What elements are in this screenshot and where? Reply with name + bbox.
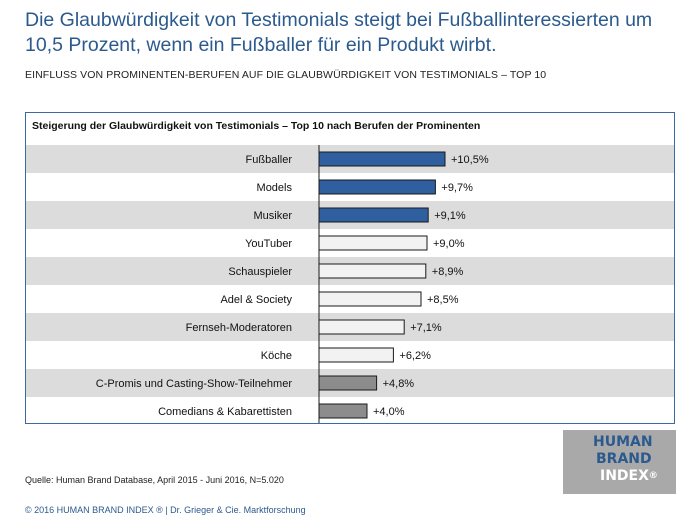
- source-note: Quelle: Human Brand Database, April 2015…: [25, 475, 284, 485]
- bar: [318, 207, 429, 223]
- bar: [318, 179, 436, 195]
- value-label: +9,0%: [433, 238, 465, 250]
- bar: [318, 291, 422, 307]
- subheadline: EINFLUSS VON PROMINENTEN-BERUFEN AUF DIE…: [25, 69, 547, 81]
- value-label: +9,1%: [434, 210, 466, 222]
- category-label: Musiker: [253, 210, 292, 222]
- category-label: Comedians & Kabarettisten: [158, 406, 292, 418]
- value-label: +8,5%: [427, 294, 459, 306]
- category-label: Fußballer: [246, 154, 293, 166]
- value-label: +9,7%: [441, 182, 473, 194]
- bar: [318, 375, 378, 391]
- logo-line-3-text: INDEX: [600, 468, 649, 484]
- value-label: +8,9%: [432, 266, 464, 278]
- bar: [318, 263, 427, 279]
- value-label: +4,0%: [373, 406, 405, 418]
- logo-line-1: HUMAN: [593, 434, 653, 450]
- value-label: +7,1%: [410, 322, 442, 334]
- category-label: Models: [257, 182, 293, 194]
- value-label: +10,5%: [451, 154, 489, 166]
- chart-frame: Steigerung der Glaubwürdigkeit von Testi…: [25, 112, 675, 424]
- category-label: Adel & Society: [220, 294, 292, 306]
- category-label: Köche: [261, 350, 292, 362]
- category-label: C-Promis und Casting-Show-Teilnehmer: [96, 378, 293, 390]
- logo-line-2: BRAND: [596, 451, 652, 467]
- chart-title: Steigerung der Glaubwürdigkeit von Testi…: [32, 120, 480, 132]
- logo-registered-mark: ®: [648, 471, 658, 481]
- value-label: +4,8%: [383, 378, 415, 390]
- bar-chart: Steigerung der Glaubwürdigkeit von Testi…: [26, 120, 674, 423]
- bar: [318, 235, 428, 251]
- headline: Die Glaubwürdigkeit von Testimonials ste…: [25, 9, 653, 56]
- category-label: YouTuber: [245, 238, 292, 250]
- bar: [318, 319, 405, 335]
- category-label: Schauspieler: [228, 266, 292, 278]
- value-label: +6,2%: [399, 350, 431, 362]
- human-brand-index-logo: HUMAN BRAND INDEX®: [563, 430, 676, 494]
- bar: [318, 403, 368, 419]
- bar: [318, 151, 446, 167]
- copyright-footer: © 2016 HUMAN BRAND INDEX ® | Dr. Grieger…: [25, 505, 306, 515]
- bar: [318, 347, 394, 363]
- category-label: Fernseh-Moderatoren: [186, 322, 292, 334]
- logo-line-3: INDEX®: [563, 468, 676, 485]
